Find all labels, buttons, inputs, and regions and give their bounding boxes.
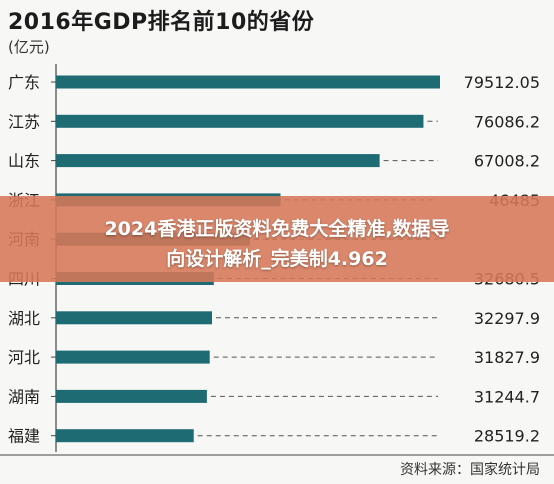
bar bbox=[56, 75, 440, 89]
source-note: 资料来源：国家统计局 bbox=[400, 462, 540, 478]
category-label: 山东 bbox=[8, 152, 40, 171]
bar bbox=[56, 114, 424, 128]
chart-title: 2016年GDP排名前10的省份 bbox=[8, 10, 315, 35]
watermark-line-2: 向设计解析_完美制4.962 bbox=[166, 248, 388, 270]
category-label: 江苏 bbox=[8, 112, 40, 131]
unit-label: (亿元) bbox=[8, 38, 50, 56]
category-label: 福建 bbox=[8, 427, 40, 446]
watermark-banner bbox=[0, 196, 554, 282]
value-label: 32297.9 bbox=[474, 309, 540, 328]
category-label: 湖北 bbox=[8, 309, 40, 328]
value-label: 31244.7 bbox=[474, 387, 540, 406]
category-label: 湖南 bbox=[8, 387, 40, 406]
watermark-text: 2024香港正版资料免费大全精准,数据导 向设计解析_完美制4.962 bbox=[20, 214, 534, 274]
value-label: 67008.2 bbox=[474, 152, 540, 171]
value-label: 31827.9 bbox=[474, 348, 540, 367]
value-label: 28519.2 bbox=[474, 427, 540, 446]
value-label: 76086.2 bbox=[474, 112, 540, 131]
category-label: 河北 bbox=[8, 348, 40, 367]
value-label: 79512.05 bbox=[464, 73, 540, 92]
bar bbox=[56, 429, 194, 443]
bar bbox=[56, 350, 210, 364]
category-label: 广东 bbox=[8, 73, 40, 92]
watermark-line-1: 2024香港正版资料免费大全精准,数据导 bbox=[104, 218, 450, 240]
bar bbox=[56, 389, 207, 403]
bar bbox=[56, 311, 212, 325]
bar bbox=[56, 154, 380, 168]
